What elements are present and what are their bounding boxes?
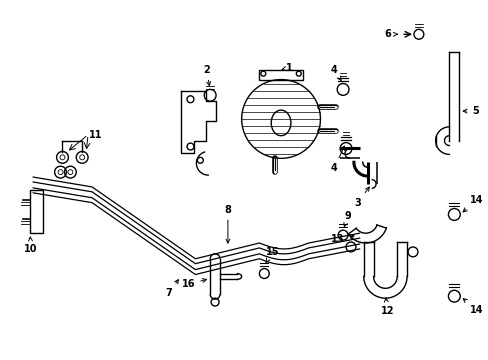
Text: 6: 6 <box>384 29 397 39</box>
Text: 15: 15 <box>265 247 278 262</box>
Text: 5: 5 <box>462 106 478 116</box>
Text: 2: 2 <box>203 65 210 86</box>
Bar <box>259 70 302 80</box>
Text: 14: 14 <box>462 195 483 212</box>
Text: 3: 3 <box>354 187 368 208</box>
Text: 1: 1 <box>282 63 292 73</box>
Text: 12: 12 <box>380 298 393 316</box>
Text: 4: 4 <box>330 65 340 80</box>
Text: 10: 10 <box>24 237 38 254</box>
Text: 8: 8 <box>224 204 231 243</box>
Text: 16: 16 <box>182 279 206 289</box>
Text: 13: 13 <box>331 234 353 244</box>
Text: 11: 11 <box>89 130 102 140</box>
Text: 9: 9 <box>343 211 351 227</box>
Text: 14: 14 <box>462 299 483 315</box>
Bar <box>30 190 43 233</box>
Text: 7: 7 <box>165 280 178 298</box>
Text: 4: 4 <box>330 146 344 173</box>
